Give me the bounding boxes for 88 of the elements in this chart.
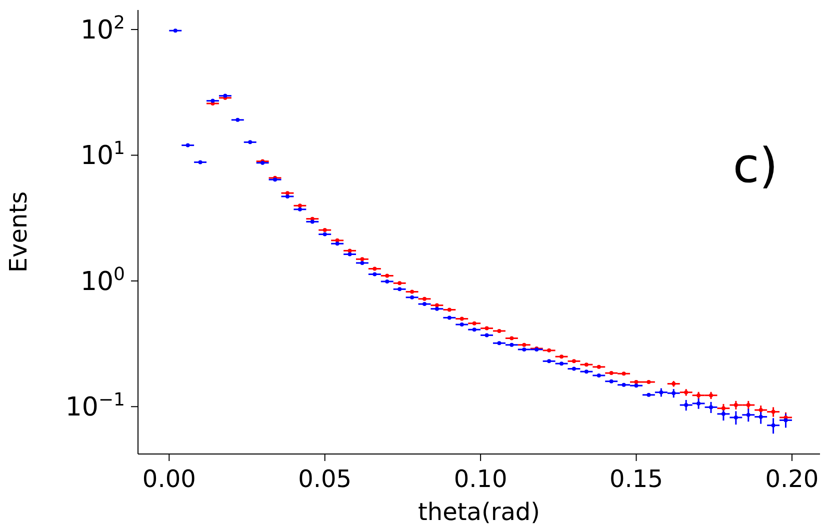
point <box>522 347 526 352</box>
y-tick-label: 10$^{2}$ <box>80 12 125 46</box>
point <box>609 379 614 384</box>
point <box>596 373 601 378</box>
point <box>771 423 776 428</box>
point <box>447 308 452 312</box>
point <box>348 252 352 256</box>
point <box>372 266 377 271</box>
point <box>646 380 651 384</box>
point <box>596 364 601 369</box>
x-tick-label: 0.20 <box>765 465 819 493</box>
point <box>672 391 676 396</box>
point <box>434 306 439 311</box>
point <box>298 207 302 212</box>
point <box>758 414 763 419</box>
point <box>734 415 738 420</box>
point <box>410 290 414 294</box>
point <box>210 98 215 103</box>
point <box>360 257 364 262</box>
point <box>622 372 626 376</box>
point <box>484 326 489 330</box>
point <box>684 403 688 408</box>
point <box>709 405 714 410</box>
point <box>335 242 340 246</box>
point <box>335 238 340 242</box>
point <box>646 392 651 397</box>
point <box>696 401 701 406</box>
annotation: c) <box>732 138 778 194</box>
point <box>186 143 190 148</box>
point <box>398 281 402 286</box>
point <box>298 204 302 208</box>
point <box>746 403 750 408</box>
point <box>460 322 464 327</box>
point <box>198 160 202 164</box>
point <box>560 362 564 366</box>
point <box>422 296 426 301</box>
point <box>360 260 364 265</box>
point <box>447 316 452 320</box>
point <box>522 342 526 347</box>
x-tick-label: 0.10 <box>454 465 508 493</box>
point <box>372 272 377 276</box>
point <box>173 28 178 33</box>
point <box>622 382 626 387</box>
point <box>410 295 414 300</box>
point <box>285 191 290 196</box>
point <box>285 194 290 198</box>
point <box>385 274 390 278</box>
point <box>497 328 502 333</box>
point <box>746 412 750 417</box>
y-tick-label: 10$^{1}$ <box>80 138 125 172</box>
point <box>497 341 502 346</box>
point <box>236 118 240 122</box>
point <box>385 279 390 284</box>
point <box>560 354 564 359</box>
point <box>510 336 514 340</box>
point <box>422 302 426 306</box>
point <box>348 248 352 253</box>
point <box>659 390 664 394</box>
point <box>248 140 252 144</box>
point <box>398 287 402 292</box>
point <box>434 303 439 308</box>
point <box>484 333 489 338</box>
point <box>734 403 738 408</box>
point <box>609 371 614 376</box>
point <box>572 359 576 364</box>
point <box>771 410 776 414</box>
point <box>547 359 552 364</box>
point <box>460 316 464 321</box>
point <box>510 342 514 347</box>
x-tick-label: 0.15 <box>610 465 663 493</box>
y-axis-title: Events <box>4 191 33 273</box>
point <box>784 418 788 422</box>
point <box>634 384 638 388</box>
point <box>584 370 588 374</box>
point <box>322 232 327 236</box>
point <box>310 220 314 224</box>
y-tick-label: 10$^{0}$ <box>80 263 125 297</box>
x-tick-label: 0.00 <box>142 465 196 493</box>
point <box>472 328 476 332</box>
point <box>322 228 327 232</box>
y-tick-label: 10$^{−1}$ <box>65 389 125 423</box>
x-tick-label: 0.05 <box>298 465 352 493</box>
point <box>634 380 638 384</box>
x-axis-title: theta(rad) <box>418 498 540 526</box>
point <box>547 348 552 352</box>
point <box>572 366 576 371</box>
point <box>584 362 588 367</box>
point <box>472 321 476 326</box>
